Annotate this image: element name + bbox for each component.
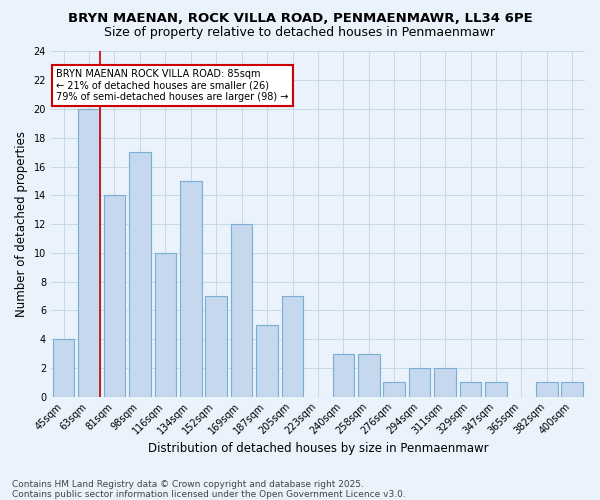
Bar: [53, 339, 74, 396]
Text: Contains HM Land Registry data © Crown copyright and database right 2025.
Contai: Contains HM Land Registry data © Crown c…: [12, 480, 406, 499]
Bar: [434, 368, 456, 396]
Bar: [180, 181, 202, 396]
Bar: [536, 382, 557, 396]
Text: Size of property relative to detached houses in Penmaenmawr: Size of property relative to detached ho…: [104, 26, 496, 39]
Bar: [205, 296, 227, 396]
Bar: [104, 196, 125, 396]
Bar: [562, 382, 583, 396]
Bar: [282, 296, 304, 396]
Bar: [383, 382, 405, 396]
Bar: [332, 354, 354, 397]
Bar: [409, 368, 430, 396]
Text: BRYN MAENAN, ROCK VILLA ROAD, PENMAENMAWR, LL34 6PE: BRYN MAENAN, ROCK VILLA ROAD, PENMAENMAW…: [68, 12, 532, 26]
Bar: [155, 253, 176, 396]
Bar: [358, 354, 380, 397]
Bar: [129, 152, 151, 396]
Bar: [78, 109, 100, 397]
Bar: [460, 382, 481, 396]
Text: BRYN MAENAN ROCK VILLA ROAD: 85sqm
← 21% of detached houses are smaller (26)
79%: BRYN MAENAN ROCK VILLA ROAD: 85sqm ← 21%…: [56, 69, 289, 102]
Y-axis label: Number of detached properties: Number of detached properties: [15, 131, 28, 317]
Bar: [485, 382, 507, 396]
Bar: [231, 224, 253, 396]
X-axis label: Distribution of detached houses by size in Penmaenmawr: Distribution of detached houses by size …: [148, 442, 488, 455]
Bar: [256, 325, 278, 396]
